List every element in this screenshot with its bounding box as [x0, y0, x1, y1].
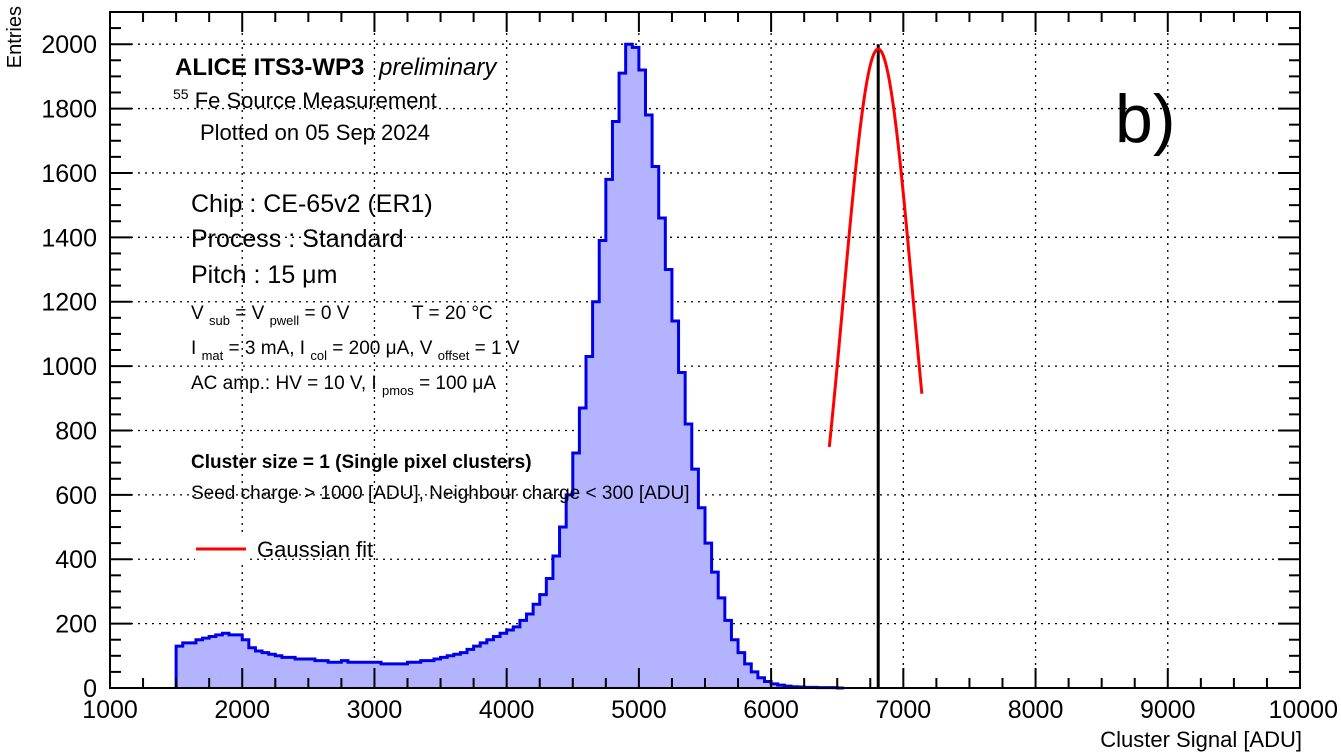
legend-label: Gaussian fit	[257, 537, 373, 562]
ac-amp-value: = 100 μA	[419, 373, 496, 394]
vsub-text: V sub = V pwell = 0 V	[191, 303, 350, 330]
y-tick-label: 1000	[41, 353, 97, 381]
title-italic: preliminary	[378, 54, 498, 81]
imat-subscript: mat	[202, 348, 224, 363]
imat-symbol: I	[191, 338, 196, 359]
axis-tick-labels: 1000 2000 3000 4000 5000 6000 7000 8000 9000 1000…	[41, 31, 1338, 724]
panel-label: b)	[1115, 81, 1175, 157]
temperature-text: T = 20 °C	[412, 303, 493, 324]
histogram-outline	[174, 42, 844, 690]
y-tick-label: 200	[55, 611, 97, 639]
title-text: ALICE ITS3-WP3 preliminary	[175, 54, 498, 81]
x-tick-label: 1000	[82, 696, 138, 724]
source-superscript: 55	[173, 86, 189, 102]
chip-text: Chip : CE-65v2 (ER1)	[191, 190, 433, 218]
ac-amp-label: AC amp.: HV = 10 V, I	[191, 373, 377, 394]
pwell-subscript: pwell	[270, 313, 300, 328]
pmos-subscript: pmos	[382, 383, 414, 398]
pitch-text: Pitch : 15 μm	[191, 261, 337, 289]
seed-charge-text: Seed charge > 1000 [ADU], Neighbour char…	[191, 483, 690, 504]
x-tick-label: 5000	[611, 696, 667, 724]
y-tick-label: 0	[83, 675, 97, 703]
annotation-block: ALICE ITS3-WP3 preliminary 55 Fe Source …	[173, 54, 690, 504]
x-tick-label: 4000	[479, 696, 535, 724]
source-text: 55 Fe Source Measurement	[173, 79, 437, 113]
x-tick-label: 10000	[1268, 696, 1338, 724]
y-tick-label: 600	[55, 482, 97, 510]
x-tick-label: 7000	[876, 696, 932, 724]
x-tick-label: 6000	[743, 696, 799, 724]
y-tick-label: 1800	[41, 96, 97, 124]
source-label: Fe Source Measurement	[195, 88, 437, 113]
icol-subscript: col	[310, 348, 327, 363]
legend: Gaussian fit	[195, 537, 373, 562]
axis-ticks	[109, 11, 1301, 689]
vsub-symbol: V	[191, 303, 204, 324]
icol-value: = 200 μA, V	[332, 338, 433, 359]
voffset-value: = 1 V	[475, 338, 520, 359]
title-bold: ALICE ITS3-WP3	[175, 54, 364, 81]
y-axis-label: Entries	[4, 6, 26, 68]
x-tick-label: 2000	[214, 696, 270, 724]
y-tick-label: 1200	[41, 289, 97, 317]
y-tick-label: 2000	[41, 31, 97, 59]
x-axis-label: Cluster Signal [ADU]	[1100, 727, 1302, 752]
current-text: I mat = 3 mA, I col = 200 μA, V offset =…	[191, 338, 520, 365]
voffset-subscript: offset	[438, 348, 470, 363]
x-tick-label: 8000	[1008, 696, 1064, 724]
histogram-fill	[176, 44, 844, 688]
vsub-value: = 0 V	[304, 303, 349, 324]
y-tick-label: 800	[55, 417, 97, 445]
y-tick-label: 400	[55, 546, 97, 574]
process-text: Process : Standard	[191, 225, 404, 253]
vsub-subscript: sub	[209, 313, 230, 328]
date-text: Plotted on 05 Sep 2024	[200, 120, 430, 145]
x-tick-label: 3000	[347, 696, 403, 724]
ac-amp-text: AC amp.: HV = 10 V, I pmos = 100 μA	[191, 373, 496, 400]
imat-value: = 3 mA, I	[229, 338, 306, 359]
gaussian-fit-curve	[827, 47, 924, 448]
x-tick-label: 9000	[1140, 696, 1196, 724]
vsub-equals: = V	[235, 303, 264, 324]
y-tick-label: 1600	[41, 160, 97, 188]
y-tick-label: 1400	[41, 224, 97, 252]
cluster-size-text: Cluster size = 1 (Single pixel clusters)	[191, 452, 532, 473]
